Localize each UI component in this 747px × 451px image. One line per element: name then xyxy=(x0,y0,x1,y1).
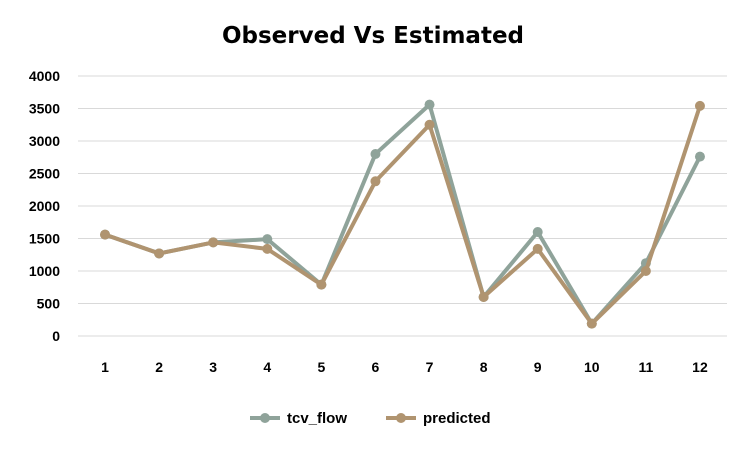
data-point xyxy=(370,176,381,187)
x-tick-label: 11 xyxy=(638,359,653,375)
x-tick-label: 7 xyxy=(426,359,434,375)
data-point xyxy=(208,237,219,248)
legend-item-tcv_flow: tcv_flow xyxy=(250,410,347,427)
y-tick-label: 4000 xyxy=(29,68,60,84)
data-point xyxy=(100,229,111,240)
data-point xyxy=(478,292,489,302)
legend-marker xyxy=(260,413,270,423)
data-point xyxy=(154,248,165,259)
data-point xyxy=(532,243,543,254)
data-point xyxy=(262,243,273,254)
series-predicted xyxy=(100,100,705,329)
x-tick-label: 3 xyxy=(209,359,217,375)
x-axis-ticks: 1 2 3 4 5 6 7 8 9 10 11 12 xyxy=(101,359,708,375)
gridlines xyxy=(78,75,727,337)
x-tick-label: 2 xyxy=(155,359,163,375)
y-tick-label: 1500 xyxy=(29,231,60,247)
data-point xyxy=(262,234,273,245)
series-layer xyxy=(100,99,705,329)
y-tick-label: 1000 xyxy=(29,263,60,279)
legend-item-predicted: predicted xyxy=(386,410,491,427)
series-tcv_flow xyxy=(100,99,705,329)
y-tick-label: 3500 xyxy=(29,101,60,117)
data-point xyxy=(316,279,327,290)
x-tick-label: 9 xyxy=(534,359,542,375)
series-line xyxy=(103,102,702,326)
legend-label: predicted xyxy=(423,410,491,427)
series-line xyxy=(103,103,702,326)
y-tick-label: 2000 xyxy=(29,198,60,214)
data-point xyxy=(586,318,597,329)
data-point xyxy=(370,149,381,159)
x-tick-label: 5 xyxy=(317,359,325,375)
x-tick-label: 4 xyxy=(263,359,271,375)
legend-label: tcv_flow xyxy=(287,410,347,427)
x-tick-label: 10 xyxy=(584,359,600,375)
legend: tcv_flow predicted xyxy=(250,410,491,427)
y-tick-label: 0 xyxy=(52,328,60,344)
data-point xyxy=(694,100,705,111)
data-point xyxy=(424,119,435,130)
data-point xyxy=(532,227,543,237)
data-point xyxy=(694,151,705,162)
y-tick-label: 3000 xyxy=(29,133,60,149)
data-point xyxy=(424,99,435,110)
legend-marker xyxy=(396,413,406,423)
y-tick-label: 2500 xyxy=(29,166,60,182)
x-tick-label: 12 xyxy=(692,359,708,375)
y-tick-label: 500 xyxy=(37,296,61,312)
x-tick-label: 1 xyxy=(101,359,109,375)
x-tick-label: 8 xyxy=(480,359,488,375)
y-axis-ticks: 0 500 1000 1500 2000 2500 3000 3500 4000 xyxy=(29,68,60,344)
data-point xyxy=(640,266,651,276)
x-tick-label: 6 xyxy=(372,359,380,375)
chart-title: Observed Vs Estimated xyxy=(222,23,524,49)
